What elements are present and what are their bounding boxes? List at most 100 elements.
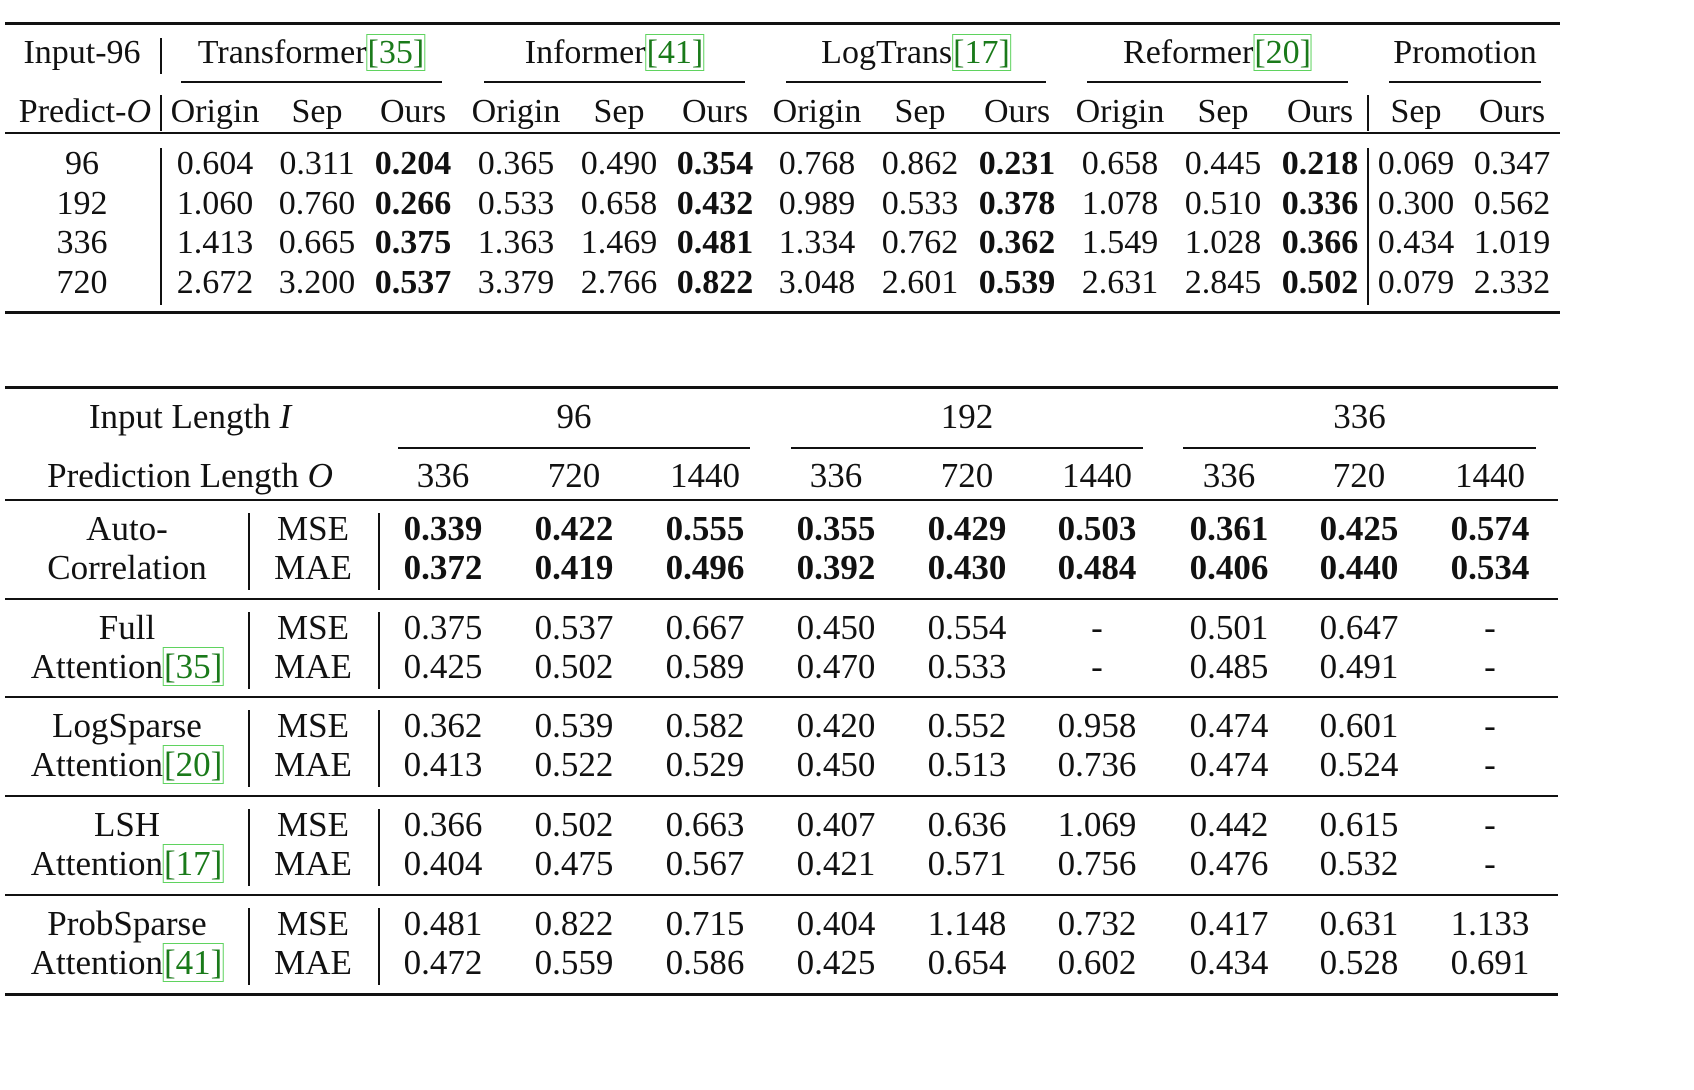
prediction-length-col: 336 (1202, 456, 1256, 495)
table-cell: 2.631 (1081, 264, 1159, 301)
mse-cell: 0.417 (1189, 904, 1269, 943)
row-label: 336 (56, 224, 108, 261)
mae-cell: 0.425 (403, 647, 483, 686)
table-cell: 0.490 (580, 145, 658, 182)
mse-cell: 0.601 (1319, 706, 1399, 745)
mse-cell: 0.502 (534, 805, 614, 844)
mse-cell: 0.450 (796, 608, 876, 647)
mse-cell: 0.442 (1189, 805, 1269, 844)
metric-mse: MSE (277, 509, 349, 548)
table-cell: 1.469 (580, 224, 658, 261)
table-cell: 0.533 (881, 185, 959, 222)
table-cell: 1.060 (176, 185, 254, 222)
mae-cell: 0.470 (796, 647, 876, 686)
table-cell: 0.300 (1377, 185, 1455, 222)
mae-cell: 0.533 (927, 647, 1007, 686)
block-separator (5, 894, 1558, 896)
metric-divider (378, 513, 380, 590)
mse-cell: 0.582 (665, 706, 745, 745)
table-cell: 2.672 (176, 264, 254, 301)
mae-cell: 0.736 (1057, 745, 1137, 784)
mse-cell: 0.636 (927, 805, 1007, 844)
mae-cell: 0.484 (1057, 548, 1137, 587)
mae-cell: 0.413 (403, 745, 483, 784)
mae-cell: 0.589 (665, 647, 745, 686)
table-cell: 2.766 (580, 264, 658, 301)
mae-cell: 0.496 (665, 548, 745, 587)
table-cell: 3.048 (778, 264, 856, 301)
mae-cell: 0.485 (1189, 647, 1269, 686)
prediction-length-col: 1440 (670, 456, 740, 495)
table-cell: 0.378 (978, 185, 1056, 222)
group-name: LogTrans (821, 34, 953, 71)
table-cell: 0.266 (374, 185, 452, 222)
mae-cell: 0.474 (1189, 745, 1269, 784)
method-divider (248, 908, 250, 985)
mse-cell: 0.667 (665, 608, 745, 647)
table-cell: 0.204 (374, 145, 452, 182)
citation-link: [20] (1253, 34, 1312, 71)
method-divider (248, 612, 250, 689)
bottom-rule (5, 993, 1558, 996)
metric-mae: MAE (274, 745, 352, 784)
subcol-header: Ours (1286, 93, 1354, 130)
group-underline (1183, 447, 1536, 449)
subcol-header: Sep (593, 93, 645, 130)
metric-mse: MSE (277, 805, 349, 844)
mae-cell: 0.532 (1319, 844, 1399, 883)
citation-link: [17] (162, 844, 224, 883)
mae-cell: 0.406 (1189, 548, 1269, 587)
prediction-length-col: 1440 (1062, 456, 1132, 495)
prediction-length-label: Prediction Length O (47, 455, 333, 497)
mae-cell: - (1484, 844, 1496, 883)
table-cell: 0.658 (1081, 145, 1159, 182)
citation-link: [17] (952, 34, 1011, 71)
mse-cell: 0.361 (1189, 509, 1269, 548)
subcol-header: Sep (1197, 93, 1249, 130)
mse-cell: 0.552 (927, 706, 1007, 745)
mse-cell: 0.420 (796, 706, 876, 745)
mse-cell: 0.366 (403, 805, 483, 844)
mae-cell: - (1484, 647, 1496, 686)
mae-cell: 0.430 (927, 548, 1007, 587)
mse-cell: 0.503 (1057, 509, 1137, 548)
group-header-promotion: Promotion (1393, 33, 1537, 73)
group-header-transformer: Transformer[35] (198, 33, 426, 73)
metric-divider (378, 908, 380, 985)
table-cell: 0.079 (1377, 264, 1455, 301)
method-name: Attention (30, 943, 163, 982)
promotion-divider-head (1367, 95, 1369, 131)
table-cell: 3.200 (278, 264, 356, 301)
corner-predict-label: Predict-O (19, 92, 151, 132)
prediction-length-col: 720 (940, 456, 994, 495)
mae-cell: 0.528 (1319, 943, 1399, 982)
mse-cell: 0.554 (927, 608, 1007, 647)
mse-cell: 0.404 (796, 904, 876, 943)
mae-cell: 0.476 (1189, 844, 1269, 883)
table-cell: 0.989 (778, 185, 856, 222)
method-name-line2: Attention[35] (31, 646, 224, 688)
method-name-line1: LSH (93, 805, 161, 844)
subcol-header: Ours (1478, 93, 1546, 130)
body-divider-left (160, 148, 162, 305)
table-cell: 1.078 (1081, 185, 1159, 222)
method-name-line2: Correlation (47, 547, 206, 589)
mae-cell: 0.513 (927, 745, 1007, 784)
mse-cell: 0.555 (665, 509, 745, 548)
table-cell: 0.665 (278, 224, 356, 261)
mae-cell: 0.524 (1319, 745, 1399, 784)
prediction-length-col: 336 (416, 456, 470, 495)
group-name: Informer (524, 34, 646, 71)
table-cell: 0.311 (279, 145, 355, 182)
mse-cell: 0.647 (1319, 608, 1399, 647)
group-underline (181, 81, 442, 83)
table-cell: 1.363 (477, 224, 555, 261)
mae-cell: 0.450 (796, 745, 876, 784)
mae-cell: 0.491 (1319, 647, 1399, 686)
table-cell: 1.019 (1473, 224, 1551, 261)
citation-link: [41] (162, 943, 224, 982)
row-label: 96 (65, 145, 99, 182)
subcol-header: Sep (1390, 93, 1442, 130)
table-cell: 0.366 (1281, 224, 1359, 261)
input-length-label: Input Length I (89, 396, 291, 438)
